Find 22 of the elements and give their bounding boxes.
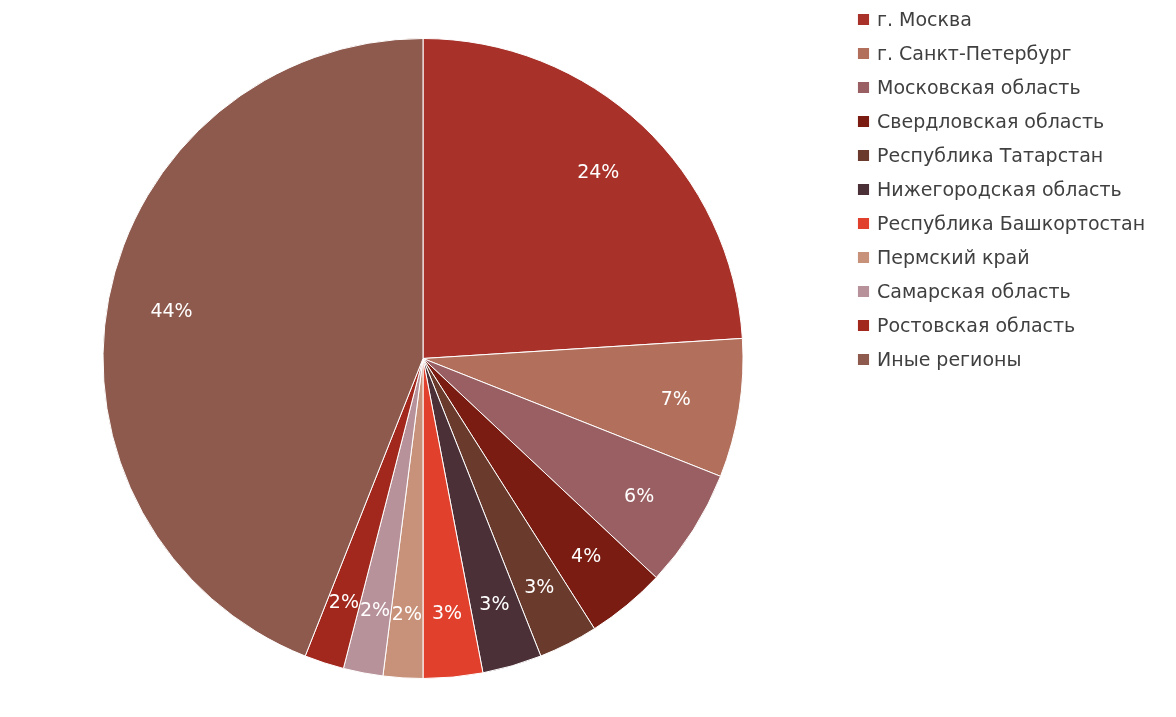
legend-label: Иные регионы — [877, 347, 1022, 370]
legend-label: Свердловская область — [877, 109, 1105, 132]
data-label: 7% — [660, 386, 691, 409]
legend-label: Нижегородская область — [877, 177, 1122, 200]
legend-label: Республика Башкортостан — [877, 211, 1146, 234]
data-label: 2% — [359, 597, 391, 620]
legend-label: г. Санкт-Петербург — [877, 41, 1072, 64]
data-label: 3% — [479, 592, 510, 615]
legend-label: Пермский край — [877, 245, 1030, 268]
legend-label: Самарская область — [877, 279, 1071, 302]
data-label: 24% — [577, 159, 620, 182]
data-label: 4% — [571, 543, 602, 566]
data-label: 3% — [432, 601, 463, 624]
data-label: 44% — [150, 298, 193, 321]
data-label: 6% — [624, 483, 655, 506]
data-label: 2% — [391, 601, 422, 624]
data-label: 3% — [524, 574, 555, 597]
legend-label: Московская область — [877, 75, 1081, 98]
data-label: 2% — [328, 589, 359, 612]
legend-label: г. Москва — [877, 7, 972, 30]
legend-label: Республика Татарстан — [877, 143, 1104, 166]
legend-label: Ростовская область — [877, 313, 1076, 336]
